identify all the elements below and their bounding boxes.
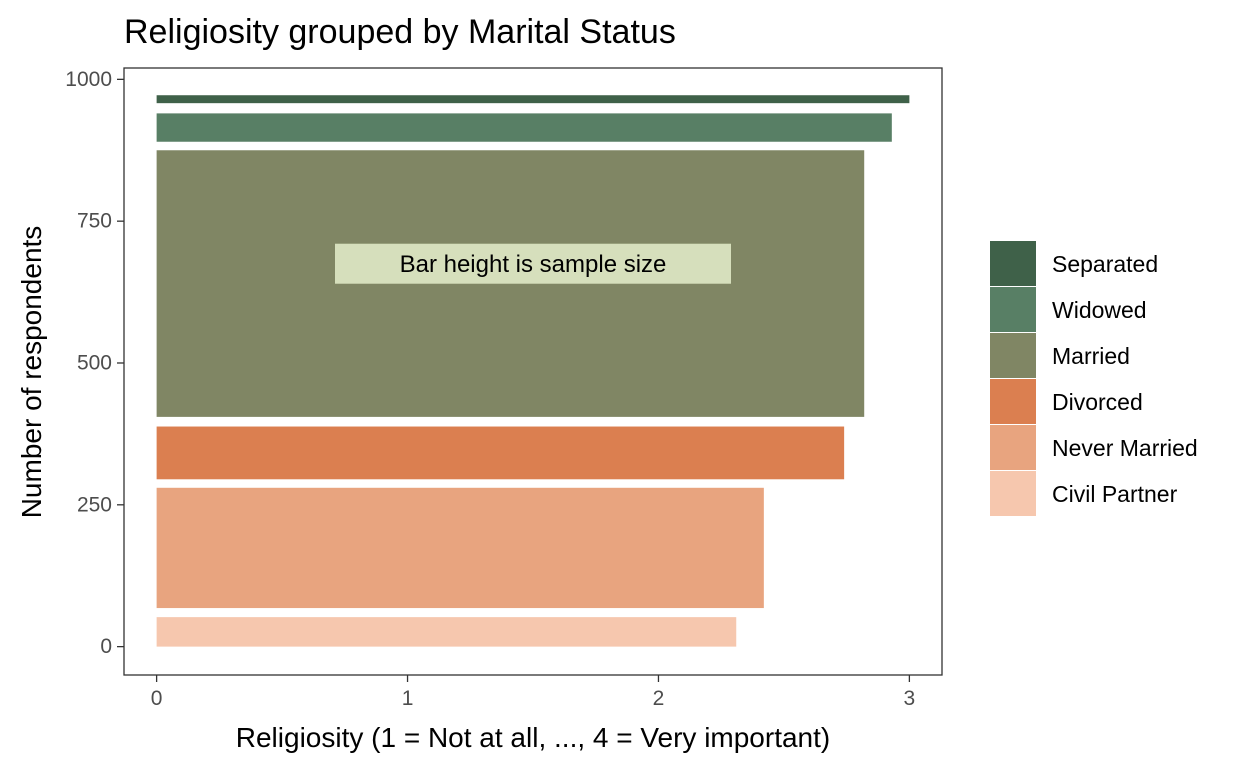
annotation: Bar height is sample size — [335, 243, 731, 284]
y-tick-label: 750 — [77, 210, 112, 233]
legend-key — [990, 287, 1036, 332]
legend-label: Civil Partner — [1052, 481, 1178, 507]
x-axis-title: Religiosity (1 = Not at all, ..., 4 = Ve… — [236, 722, 830, 753]
y-tick-label: 0 — [100, 635, 112, 658]
y-axis-title: Number of respondents — [16, 226, 47, 519]
annotation-text: Bar height is sample size — [400, 251, 667, 278]
bars — [156, 95, 910, 647]
x-tick-label: 3 — [904, 687, 916, 710]
bar-separated — [156, 95, 910, 104]
bar-widowed — [156, 113, 892, 142]
legend-label: Divorced — [1052, 389, 1143, 415]
legend-key — [990, 471, 1036, 516]
x-axis: 0 1 2 3 — [151, 675, 915, 710]
legend-key — [990, 241, 1036, 286]
legend-label: Married — [1052, 343, 1130, 369]
legend-key — [990, 425, 1036, 470]
legend-key — [990, 379, 1036, 424]
legend-label: Widowed — [1052, 297, 1147, 323]
bar-never-married — [156, 487, 764, 609]
x-tick-label: 1 — [402, 687, 414, 710]
annotation-box — [335, 243, 731, 284]
legend: Separated Widowed Married Divorced Never Mar… — [990, 241, 1198, 516]
bar-civil-partner — [156, 617, 737, 647]
x-tick-label: 2 — [653, 687, 665, 710]
legend-label: Separated — [1052, 251, 1158, 277]
y-tick-label: 1000 — [65, 68, 112, 91]
x-tick-label: 0 — [151, 687, 163, 710]
y-tick-label: 250 — [77, 493, 112, 516]
chart-title: Religiosity grouped by Marital Status — [124, 13, 676, 51]
legend-key — [990, 333, 1036, 378]
legend-label: Never Married — [1052, 435, 1198, 461]
bar-divorced — [156, 426, 845, 480]
y-axis: 0 250 500 750 1000 — [65, 68, 124, 658]
y-tick-label: 500 — [77, 351, 112, 374]
